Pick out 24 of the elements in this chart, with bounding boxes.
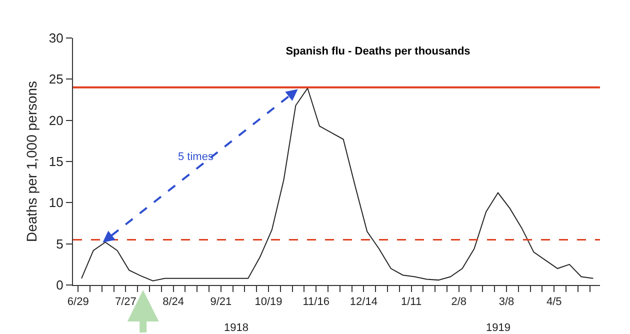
y-tick-label: 25 <box>48 72 64 87</box>
annotation: 5 times <box>178 151 214 163</box>
y-tick-label: 5 <box>56 236 64 252</box>
x-tick-label: 6/29 <box>67 296 89 308</box>
y-tick-label: 15 <box>48 154 64 170</box>
x-tick-label: 8/24 <box>162 296 184 308</box>
x-tick-label: 4/5 <box>546 296 562 308</box>
x-tick-label: 11/16 <box>302 296 330 308</box>
x-tick-label: 12/14 <box>350 296 378 308</box>
x-tick-label: 10/19 <box>254 296 282 308</box>
x-tick-label: 3/8 <box>498 296 514 308</box>
x-tick-label: 7/27 <box>114 296 136 308</box>
text: Spanish flu - Deaths per thousands <box>286 45 470 58</box>
line-series <box>81 88 594 282</box>
y-tick-label: 20 <box>48 112 64 128</box>
text: 1918 <box>224 322 248 334</box>
y-axis-title: Deaths per 1,000 persons <box>24 80 40 242</box>
y-tick-label: 0 <box>56 278 64 293</box>
text: 1919 <box>486 322 510 334</box>
y-tick-label: 30 <box>48 30 64 46</box>
y-tick-label: 10 <box>48 195 64 210</box>
x-tick-label: 1/11 <box>401 296 422 308</box>
x-tick-label: 9/21 <box>210 296 232 308</box>
x-tick-label: 2/8 <box>451 296 467 308</box>
